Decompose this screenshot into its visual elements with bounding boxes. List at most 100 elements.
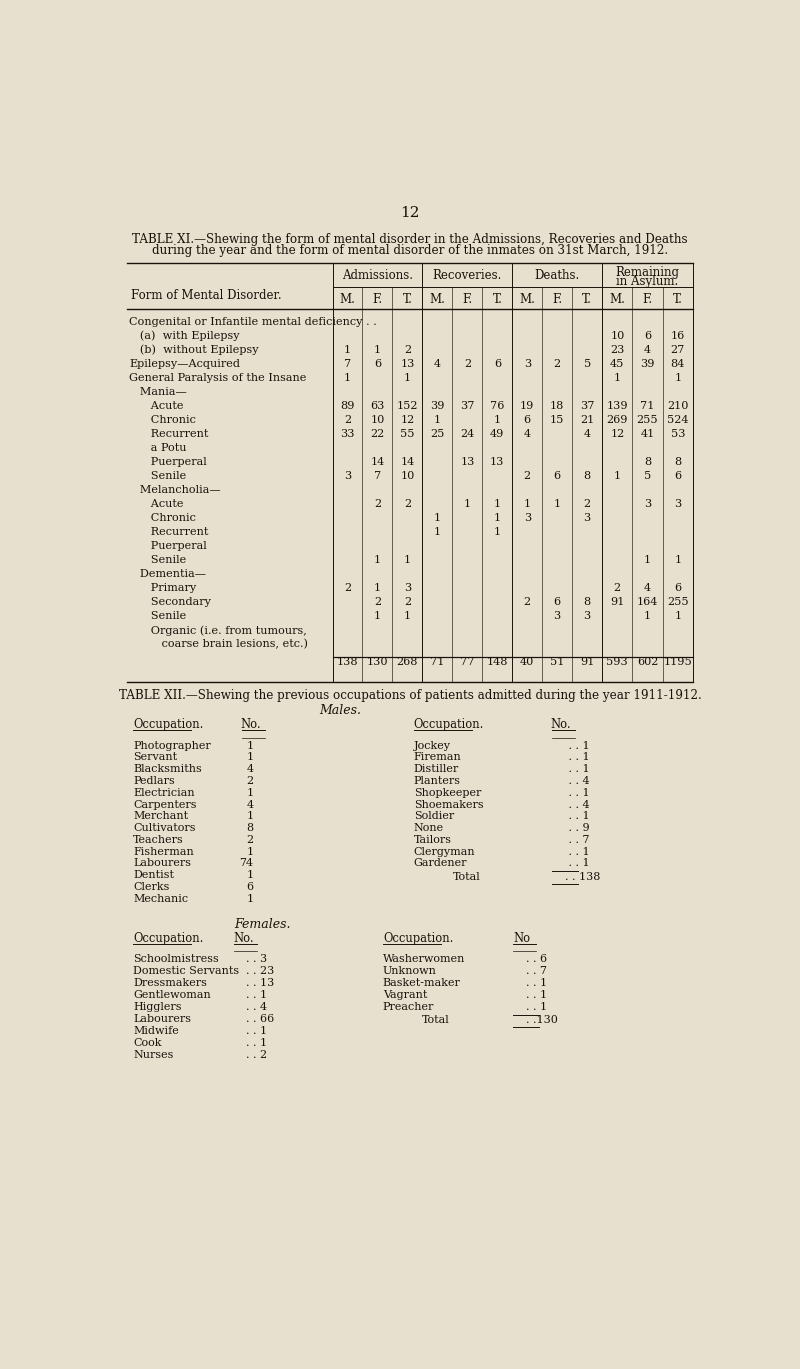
- Text: 89: 89: [340, 401, 354, 411]
- Text: 2: 2: [246, 776, 254, 786]
- Text: 13: 13: [490, 457, 505, 467]
- Text: Gardener: Gardener: [414, 858, 467, 868]
- Text: 1: 1: [246, 753, 254, 763]
- Text: 1: 1: [614, 471, 621, 482]
- Text: Jockey: Jockey: [414, 741, 451, 750]
- Text: T.: T.: [492, 293, 502, 305]
- Text: Schoolmistress: Schoolmistress: [134, 954, 219, 964]
- Text: 1: 1: [434, 513, 441, 523]
- Text: . . 1: . . 1: [565, 753, 590, 763]
- Text: Secondary: Secondary: [130, 597, 211, 608]
- Text: Primary: Primary: [130, 583, 197, 593]
- Text: Senile: Senile: [130, 556, 186, 565]
- Text: 1: 1: [404, 612, 411, 622]
- Text: 6: 6: [246, 882, 254, 893]
- Text: 1195: 1195: [663, 657, 692, 667]
- Text: . .130: . .130: [526, 1016, 558, 1025]
- Text: 4: 4: [246, 764, 254, 775]
- Text: in Asylum.: in Asylum.: [617, 275, 678, 287]
- Text: 4: 4: [524, 430, 531, 439]
- Text: 51: 51: [550, 657, 565, 667]
- Text: Occupation.: Occupation.: [134, 719, 204, 731]
- Text: Recurrent: Recurrent: [130, 430, 209, 439]
- Text: 1: 1: [404, 374, 411, 383]
- Text: 1: 1: [374, 556, 381, 565]
- Text: 2: 2: [344, 415, 351, 426]
- Text: Acute: Acute: [130, 401, 184, 411]
- Text: Cultivators: Cultivators: [134, 823, 196, 834]
- Text: 45: 45: [610, 359, 625, 370]
- Text: . . 1: . . 1: [565, 858, 590, 868]
- Text: 1: 1: [374, 345, 381, 355]
- Text: Teachers: Teachers: [134, 835, 184, 845]
- Text: 2: 2: [344, 583, 351, 593]
- Text: 1: 1: [404, 556, 411, 565]
- Text: 1: 1: [494, 513, 501, 523]
- Text: . . 4: . . 4: [565, 799, 590, 809]
- Text: 27: 27: [670, 345, 685, 355]
- Text: Clergyman: Clergyman: [414, 846, 475, 857]
- Text: Unknown: Unknown: [383, 967, 437, 976]
- Text: . . 1: . . 1: [526, 990, 547, 999]
- Text: Dressmakers: Dressmakers: [134, 977, 207, 988]
- Text: 18: 18: [550, 401, 565, 411]
- Text: 2: 2: [404, 500, 411, 509]
- Text: TABLE XI.—Shewing the form of mental disorder in the Admissions, Recoveries and : TABLE XI.—Shewing the form of mental dis…: [132, 233, 688, 246]
- Text: . . 7: . . 7: [526, 967, 547, 976]
- Text: . . 138: . . 138: [565, 872, 600, 882]
- Text: 268: 268: [397, 657, 418, 667]
- Text: 5: 5: [583, 359, 591, 370]
- Text: 2: 2: [404, 345, 411, 355]
- Text: Servant: Servant: [134, 753, 178, 763]
- Text: Senile: Senile: [130, 612, 186, 622]
- Text: 10: 10: [370, 415, 385, 426]
- Text: No.: No.: [241, 719, 262, 731]
- Text: . . 1: . . 1: [246, 1025, 267, 1036]
- Text: 148: 148: [486, 657, 508, 667]
- Text: . . 1: . . 1: [565, 787, 590, 798]
- Text: 4: 4: [644, 345, 651, 355]
- Text: (b)  without Epilepsy: (b) without Epilepsy: [130, 345, 259, 356]
- Text: 210: 210: [667, 401, 689, 411]
- Text: Males.: Males.: [319, 705, 362, 717]
- Text: M.: M.: [610, 293, 626, 305]
- Text: Labourers: Labourers: [134, 1014, 191, 1024]
- Text: Females.: Females.: [234, 919, 291, 931]
- Text: 23: 23: [610, 345, 625, 355]
- Text: 84: 84: [670, 359, 685, 370]
- Text: Basket-maker: Basket-maker: [383, 977, 461, 988]
- Text: Merchant: Merchant: [134, 812, 189, 821]
- Text: 1: 1: [494, 527, 501, 538]
- Text: Melancholia—: Melancholia—: [130, 485, 221, 496]
- Text: 593: 593: [606, 657, 628, 667]
- Text: Recurrent: Recurrent: [130, 527, 209, 538]
- Text: 8: 8: [674, 457, 682, 467]
- Text: 255: 255: [637, 415, 658, 426]
- Text: 3: 3: [583, 513, 591, 523]
- Text: Epilepsy—Acquired: Epilepsy—Acquired: [130, 359, 241, 370]
- Text: F.: F.: [372, 293, 382, 305]
- Text: 1: 1: [434, 527, 441, 538]
- Text: 39: 39: [430, 401, 445, 411]
- Text: 1: 1: [494, 415, 501, 426]
- Text: Higglers: Higglers: [134, 1002, 182, 1012]
- Text: Distiller: Distiller: [414, 764, 459, 775]
- Text: 21: 21: [580, 415, 594, 426]
- Text: Puerperal: Puerperal: [130, 541, 207, 552]
- Text: Carpenters: Carpenters: [134, 799, 197, 809]
- Text: T.: T.: [582, 293, 592, 305]
- Text: Domestic Servants: Domestic Servants: [134, 967, 239, 976]
- Text: Deaths.: Deaths.: [534, 270, 580, 282]
- Text: 2: 2: [374, 500, 381, 509]
- Text: 1: 1: [644, 556, 651, 565]
- Text: 1: 1: [494, 500, 501, 509]
- Text: 13: 13: [400, 359, 414, 370]
- Text: 2: 2: [246, 835, 254, 845]
- Text: 6: 6: [644, 331, 651, 341]
- Text: 4: 4: [644, 583, 651, 593]
- Text: . . 7: . . 7: [565, 835, 590, 845]
- Text: 3: 3: [583, 612, 591, 622]
- Text: 8: 8: [246, 823, 254, 834]
- Text: . . 3: . . 3: [246, 954, 267, 964]
- Text: 8: 8: [644, 457, 651, 467]
